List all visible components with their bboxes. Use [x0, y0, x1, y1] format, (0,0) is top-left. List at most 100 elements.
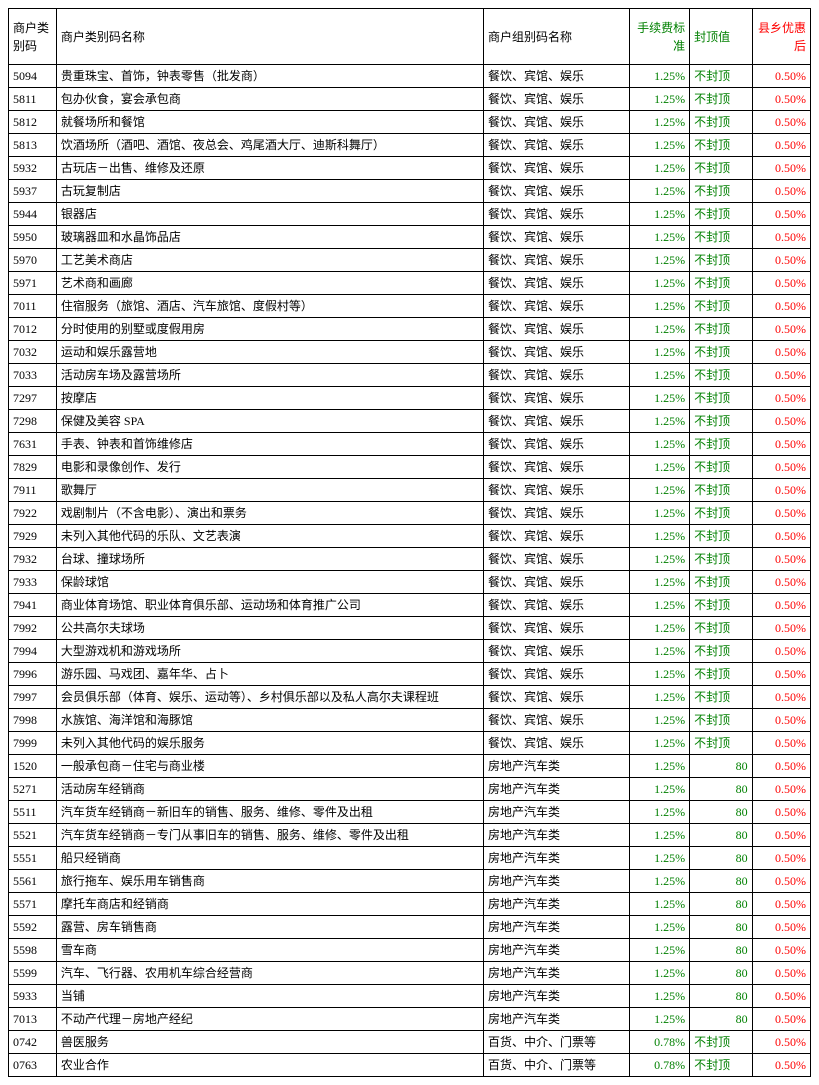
- cell-name: 兽医服务: [56, 1031, 483, 1054]
- cell-disc: 0.50%: [752, 548, 810, 571]
- cell-name: 古玩复制店: [56, 180, 483, 203]
- cell-cap: 不封顶: [690, 640, 752, 663]
- header-name: 商户类别码名称: [56, 9, 483, 65]
- cell-fee: 1.25%: [629, 824, 689, 847]
- cell-group: 餐饮、宾馆、娱乐: [483, 732, 629, 755]
- cell-name: 贵重珠宝、首饰，钟表零售（批发商）: [56, 65, 483, 88]
- cell-code: 7012: [9, 318, 57, 341]
- table-row: 7998水族馆、海洋馆和海豚馆餐饮、宾馆、娱乐1.25%不封顶0.50%: [9, 709, 811, 732]
- cell-group: 房地产汽车类: [483, 801, 629, 824]
- cell-code: 5937: [9, 180, 57, 203]
- cell-disc: 0.50%: [752, 88, 810, 111]
- cell-disc: 0.50%: [752, 456, 810, 479]
- cell-fee: 1.25%: [629, 387, 689, 410]
- cell-disc: 0.50%: [752, 387, 810, 410]
- cell-group: 房地产汽车类: [483, 985, 629, 1008]
- cell-name: 大型游戏机和游戏场所: [56, 640, 483, 663]
- cell-code: 1520: [9, 755, 57, 778]
- cell-name: 住宿服务（旅馆、酒店、汽车旅馆、度假村等）: [56, 295, 483, 318]
- table-row: 7996游乐园、马戏团、嘉年华、占卜餐饮、宾馆、娱乐1.25%不封顶0.50%: [9, 663, 811, 686]
- cell-name: 商业体育场馆、职业体育俱乐部、运动场和体育推广公司: [56, 594, 483, 617]
- cell-name: 一般承包商－住宅与商业楼: [56, 755, 483, 778]
- cell-fee: 1.25%: [629, 1008, 689, 1031]
- cell-code: 5933: [9, 985, 57, 1008]
- table-row: 7922戏剧制片（不含电影）、演出和票务餐饮、宾馆、娱乐1.25%不封顶0.50…: [9, 502, 811, 525]
- cell-disc: 0.50%: [752, 916, 810, 939]
- cell-code: 7297: [9, 387, 57, 410]
- table-row: 5271活动房车经销商房地产汽车类1.25%800.50%: [9, 778, 811, 801]
- cell-disc: 0.50%: [752, 318, 810, 341]
- cell-disc: 0.50%: [752, 433, 810, 456]
- table-row: 5932古玩店－出售、维修及还原餐饮、宾馆、娱乐1.25%不封顶0.50%: [9, 157, 811, 180]
- cell-disc: 0.50%: [752, 272, 810, 295]
- table-row: 5950玻璃器皿和水晶饰品店餐饮、宾馆、娱乐1.25%不封顶0.50%: [9, 226, 811, 249]
- cell-code: 7032: [9, 341, 57, 364]
- cell-group: 房地产汽车类: [483, 939, 629, 962]
- cell-code: 7997: [9, 686, 57, 709]
- cell-cap: 不封顶: [690, 410, 752, 433]
- cell-code: 0763: [9, 1054, 57, 1077]
- table-row: 7829电影和录像创作、发行餐饮、宾馆、娱乐1.25%不封顶0.50%: [9, 456, 811, 479]
- cell-cap: 80: [690, 824, 752, 847]
- cell-group: 餐饮、宾馆、娱乐: [483, 134, 629, 157]
- cell-code: 7998: [9, 709, 57, 732]
- table-row: 5811包办伙食，宴会承包商餐饮、宾馆、娱乐1.25%不封顶0.50%: [9, 88, 811, 111]
- cell-disc: 0.50%: [752, 364, 810, 387]
- table-row: 5598雪车商房地产汽车类1.25%800.50%: [9, 939, 811, 962]
- cell-fee: 1.25%: [629, 571, 689, 594]
- cell-group: 餐饮、宾馆、娱乐: [483, 617, 629, 640]
- cell-name: 游乐园、马戏团、嘉年华、占卜: [56, 663, 483, 686]
- table-row: 7298保健及美容 SPA餐饮、宾馆、娱乐1.25%不封顶0.50%: [9, 410, 811, 433]
- cell-cap: 80: [690, 916, 752, 939]
- cell-disc: 0.50%: [752, 847, 810, 870]
- table-row: 7011住宿服务（旅馆、酒店、汽车旅馆、度假村等）餐饮、宾馆、娱乐1.25%不封…: [9, 295, 811, 318]
- cell-disc: 0.50%: [752, 134, 810, 157]
- cell-disc: 0.50%: [752, 502, 810, 525]
- cell-name: 船只经销商: [56, 847, 483, 870]
- cell-cap: 不封顶: [690, 548, 752, 571]
- cell-code: 5812: [9, 111, 57, 134]
- cell-fee: 1.25%: [629, 295, 689, 318]
- cell-code: 7829: [9, 456, 57, 479]
- cell-fee: 1.25%: [629, 180, 689, 203]
- cell-fee: 1.25%: [629, 801, 689, 824]
- cell-fee: 1.25%: [629, 916, 689, 939]
- cell-disc: 0.50%: [752, 755, 810, 778]
- cell-group: 餐饮、宾馆、娱乐: [483, 249, 629, 272]
- cell-fee: 1.25%: [629, 870, 689, 893]
- cell-disc: 0.50%: [752, 617, 810, 640]
- cell-fee: 1.25%: [629, 226, 689, 249]
- cell-name: 歌舞厅: [56, 479, 483, 502]
- cell-fee: 1.25%: [629, 962, 689, 985]
- table-row: 7033活动房车场及露营场所餐饮、宾馆、娱乐1.25%不封顶0.50%: [9, 364, 811, 387]
- cell-group: 餐饮、宾馆、娱乐: [483, 663, 629, 686]
- cell-code: 5932: [9, 157, 57, 180]
- table-row: 7932台球、撞球场所餐饮、宾馆、娱乐1.25%不封顶0.50%: [9, 548, 811, 571]
- table-row: 5944银器店餐饮、宾馆、娱乐1.25%不封顶0.50%: [9, 203, 811, 226]
- cell-code: 5970: [9, 249, 57, 272]
- cell-name: 工艺美术商店: [56, 249, 483, 272]
- cell-group: 房地产汽车类: [483, 916, 629, 939]
- cell-group: 房地产汽车类: [483, 778, 629, 801]
- cell-disc: 0.50%: [752, 1031, 810, 1054]
- cell-cap: 不封顶: [690, 295, 752, 318]
- cell-code: 7941: [9, 594, 57, 617]
- cell-name: 分时使用的别墅或度假用房: [56, 318, 483, 341]
- cell-group: 餐饮、宾馆、娱乐: [483, 364, 629, 387]
- cell-name: 汽车、飞行器、农用机车综合经营商: [56, 962, 483, 985]
- cell-cap: 不封顶: [690, 1054, 752, 1077]
- cell-disc: 0.50%: [752, 732, 810, 755]
- cell-disc: 0.50%: [752, 640, 810, 663]
- cell-code: 7011: [9, 295, 57, 318]
- cell-group: 餐饮、宾馆、娱乐: [483, 341, 629, 364]
- cell-cap: 80: [690, 939, 752, 962]
- cell-cap: 不封顶: [690, 180, 752, 203]
- cell-group: 餐饮、宾馆、娱乐: [483, 226, 629, 249]
- cell-cap: 不封顶: [690, 318, 752, 341]
- table-row: 7992公共高尔夫球场餐饮、宾馆、娱乐1.25%不封顶0.50%: [9, 617, 811, 640]
- cell-fee: 1.25%: [629, 249, 689, 272]
- cell-name: 银器店: [56, 203, 483, 226]
- cell-cap: 不封顶: [690, 157, 752, 180]
- cell-fee: 1.25%: [629, 479, 689, 502]
- cell-code: 5551: [9, 847, 57, 870]
